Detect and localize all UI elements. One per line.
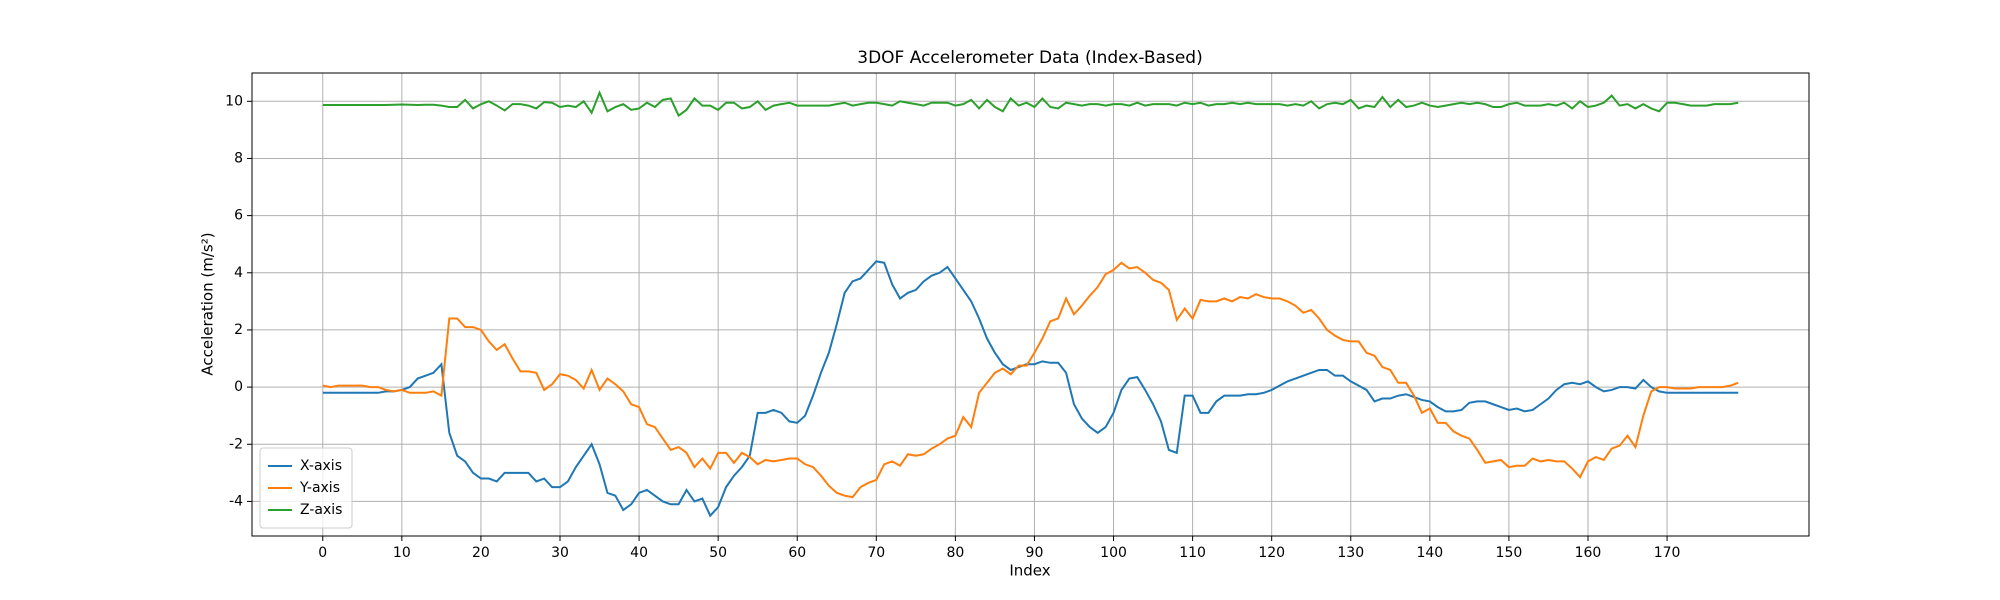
y-tick-label: -4 [229,493,243,509]
legend: X-axis Y-axis Z-axis [259,447,353,529]
legend-label: Y-axis [299,480,340,496]
data-line [322,261,1739,499]
x-tick-label: 80 [946,545,964,561]
legend-label: Z-axis [300,502,342,518]
y-axis-label: Acceleration (m/s²) [199,232,217,375]
x-axis-label: Index [1009,562,1050,580]
x-tick-label: 130 [1337,545,1364,561]
x-tick-label: 60 [788,545,806,561]
x-tick-label: 100 [1100,545,1127,561]
y-tick-label: 6 [234,208,243,224]
x-tick-label: 0 [318,545,327,561]
legend-box [259,447,353,529]
data-line [322,90,1739,118]
x-tick-label: 120 [1258,545,1285,561]
x-tick-label: 160 [1575,545,1602,561]
x-tick-label: 10 [393,545,411,561]
y-tick-label: 8 [234,150,243,166]
x-tick-label: 140 [1416,545,1443,561]
chart-title: 3DOF Accelerometer Data (Index-Based) [857,48,1202,68]
x-tick-label: 150 [1496,545,1523,561]
y-tick-label: 10 [225,93,243,109]
y-tick-label: 4 [234,265,243,281]
x-tick-label: 40 [630,545,648,561]
data-line [322,260,1739,518]
plot-frame [251,72,1810,537]
y-tick-label: 2 [234,322,243,338]
x-tick-label: 110 [1179,545,1206,561]
x-tick-label: 70 [867,545,885,561]
y-tick-label: -2 [229,436,243,452]
x-tick-label: 30 [551,545,569,561]
x-tick-label: 50 [709,545,727,561]
x-tick-label: 90 [1026,545,1044,561]
x-tick-label: 20 [472,545,490,561]
x-tick-label: 170 [1654,545,1681,561]
legend-label: X-axis [300,458,342,474]
y-tick-label: 0 [234,379,243,395]
